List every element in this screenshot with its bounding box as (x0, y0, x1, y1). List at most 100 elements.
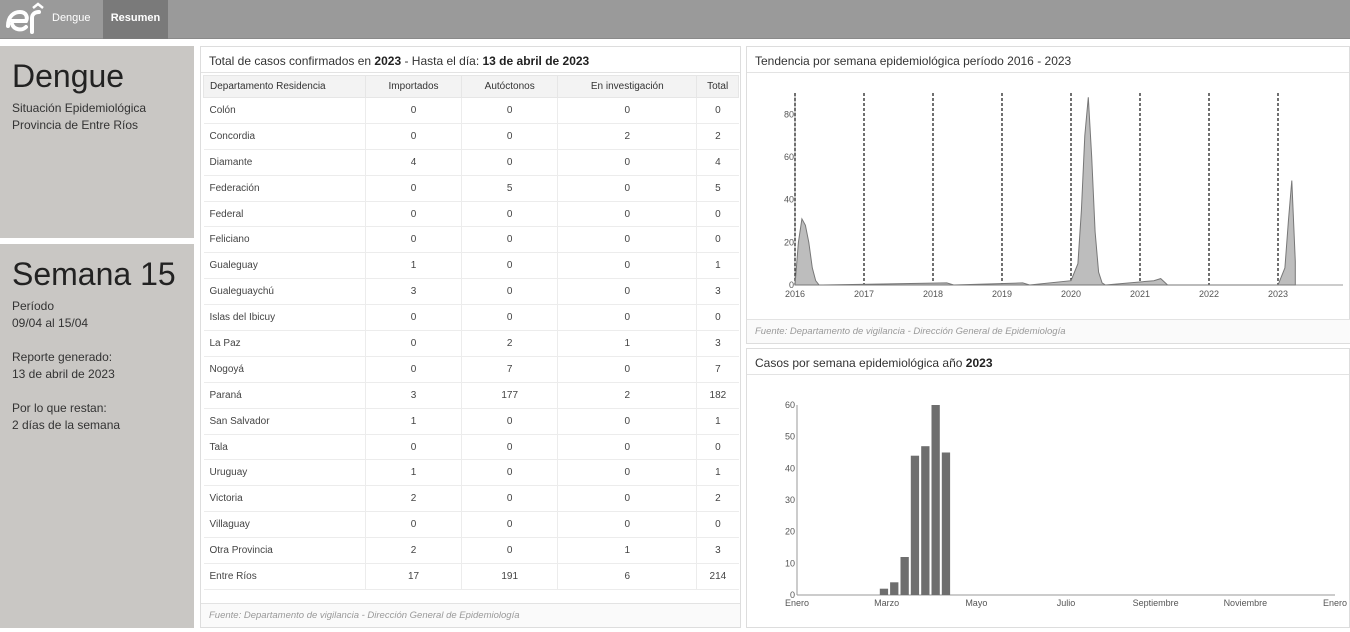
periodo-label: Período (12, 299, 55, 313)
table-cell: 0 (557, 252, 697, 280)
y-tick-label: 40 (784, 195, 794, 205)
table-cell: 1 (557, 330, 697, 357)
table-cell: San Salvador (203, 408, 366, 435)
table-cell: 0 (557, 408, 697, 435)
table-cell: 0 (557, 434, 697, 461)
table-cell: 0 (557, 149, 697, 176)
table-cell: 214 (696, 563, 739, 590)
table-row: San Salvador 1 0 0 1 (203, 408, 739, 435)
table-cell: 2 (557, 123, 697, 150)
table-cell: 0 (364, 123, 462, 150)
cases-table: Departamento Residencia Importados Autócto… (203, 75, 739, 590)
table-cell: Nogoyá (203, 356, 366, 383)
table-cell: 0 (696, 304, 739, 332)
table-cell: 0 (696, 201, 739, 228)
table-cell: 1 (557, 537, 697, 565)
table-cell: Diamante (203, 149, 366, 176)
restan-value: 2 días de la semana (12, 418, 121, 432)
table-cell: 0 (461, 226, 558, 254)
table-cell: Villaguay (203, 511, 366, 539)
er-logo-icon[interactable] (4, 2, 46, 36)
x-tick-label: 2020 (1061, 289, 1081, 299)
info-line2: Provincia de Entre Ríos (12, 118, 139, 132)
table-cell: 0 (461, 408, 558, 435)
table-cell: 182 (696, 382, 739, 409)
bar (890, 582, 899, 595)
table-cell: 0 (461, 97, 558, 124)
table-row: Villaguay 0 0 0 0 (203, 511, 739, 539)
table-cell: 0 (696, 97, 739, 124)
table-cell: 0 (461, 278, 558, 306)
table-row: Concordia 0 0 2 2 (203, 123, 739, 150)
table-cell: 3 (364, 382, 462, 409)
info-title: Dengue (12, 58, 125, 94)
table-cell: 2 (696, 123, 739, 150)
table-cell: 5 (461, 175, 558, 202)
weekly-chart: 0 10 20 30 40 50 60 Enero Marzo Mayo Julio Septiemb… (785, 400, 1347, 608)
table-cell: Entre Ríos (203, 563, 366, 590)
top-navbar: Dengue Resumen (0, 0, 1350, 39)
table-cell: 177 (461, 382, 558, 409)
x-tick-label: Enero (1323, 598, 1347, 608)
y-tick-label: 0 (790, 590, 795, 600)
bar (931, 405, 940, 595)
table-row: Islas del Ibicuy 0 0 0 0 (203, 304, 739, 332)
table-cell: 3 (364, 278, 462, 306)
bar (941, 452, 951, 595)
table-cell: 2 (557, 382, 697, 409)
table-cell: 191 (461, 563, 558, 590)
table-cell: 2 (461, 330, 558, 357)
table-row: Feliciano 0 0 0 0 (203, 226, 739, 254)
table-cell: 6 (557, 563, 697, 590)
table-cell: 4 (364, 149, 462, 176)
table-cell: 0 (364, 226, 462, 254)
table-cell: 1 (364, 459, 462, 487)
table-row: Federación 0 5 0 5 (203, 175, 739, 202)
table-row: Otra Provincia 2 0 1 3 (203, 537, 739, 565)
table-cell: Victoria (203, 485, 366, 513)
y-tick-label: 30 (785, 495, 795, 505)
table-cell: 1 (364, 252, 462, 280)
info-line1: Situación Epidemiológica (12, 101, 147, 115)
table-cell: La Paz (203, 330, 366, 357)
col-header: Total (696, 75, 739, 98)
table-cell: 3 (696, 278, 739, 306)
table-cell: Uruguay (203, 459, 366, 487)
trend-chart-title: Tendencia por semana epidemiológica perí… (747, 47, 1349, 73)
table-cell: 0 (557, 97, 697, 124)
table-cell: Gualeguay (203, 252, 366, 280)
table-cell: 0 (696, 226, 739, 254)
table-cell: 0 (364, 304, 462, 332)
x-tick-label: 2023 (1268, 289, 1288, 299)
cases-table-panel: Total de casos confirmados en 2023 - Has… (200, 46, 741, 628)
y-tick-label: 60 (784, 152, 794, 162)
info-card-dengue: Dengue Situación Epidemiológica Provinci… (0, 46, 194, 238)
x-tick-label: Marzo (874, 598, 899, 608)
table-cell: Tala (203, 434, 366, 461)
x-tick-label: Septiembre (1133, 598, 1179, 608)
table-cell: 0 (461, 434, 558, 461)
nav-resumen[interactable]: Resumen (103, 0, 168, 39)
y-tick-label: 0 (789, 280, 794, 290)
x-tick-label: 2018 (923, 289, 943, 299)
table-cell: 0 (696, 511, 739, 539)
table-cell: 0 (557, 278, 697, 306)
y-tick-label: 80 (784, 109, 794, 119)
table-footer: Fuente: Departamento de vigilancia - Dir… (201, 603, 740, 627)
table-cell: 17 (364, 563, 462, 590)
nav-dengue[interactable]: Dengue (52, 12, 91, 24)
table-row: Paraná 3 177 2 182 (203, 382, 739, 409)
col-header: Autóctonos (461, 75, 559, 98)
x-tick-label: Enero (785, 598, 809, 608)
table-cell: 0 (557, 304, 697, 332)
y-tick-label: 50 (785, 432, 795, 442)
table-row: Victoria 2 0 0 2 (203, 485, 739, 513)
table-cell: 2 (364, 537, 462, 565)
bar (900, 557, 909, 595)
x-tick-label: Julio (1057, 598, 1076, 608)
x-tick-label: Mayo (965, 598, 987, 608)
table-cell: Colón (203, 97, 366, 124)
table-cell: 0 (557, 175, 697, 202)
table-cell: 3 (696, 330, 739, 357)
trend-chart-panel: Tendencia por semana epidemiológica perí… (746, 46, 1350, 344)
